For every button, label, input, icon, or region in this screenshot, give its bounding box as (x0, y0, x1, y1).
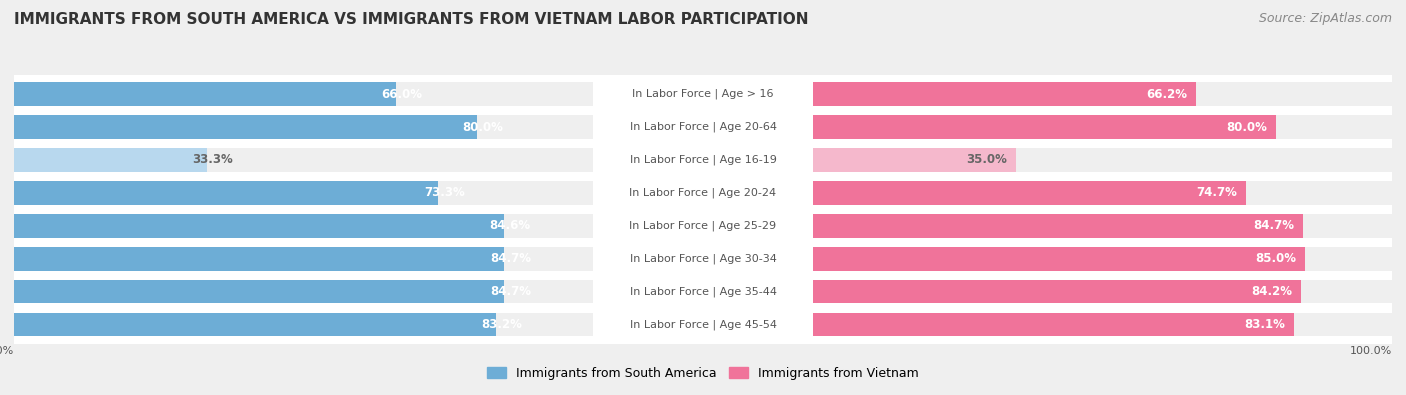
Bar (593, 108, 813, 146)
Text: In Labor Force | Age 45-54: In Labor Force | Age 45-54 (630, 319, 776, 330)
Bar (14, 313, 593, 337)
Bar (14, 82, 396, 106)
Text: Source: ZipAtlas.com: Source: ZipAtlas.com (1258, 12, 1392, 25)
Bar (14, 207, 593, 245)
Bar (593, 174, 813, 212)
Bar (593, 207, 813, 245)
Bar (813, 181, 1392, 205)
Bar (14, 181, 593, 205)
Bar (14, 280, 593, 303)
Bar (813, 273, 1392, 310)
Bar (813, 214, 1392, 238)
Bar (813, 75, 1392, 113)
Text: In Labor Force | Age 25-29: In Labor Force | Age 25-29 (630, 220, 776, 231)
Text: 33.3%: 33.3% (193, 154, 233, 166)
Text: In Labor Force | Age 16-19: In Labor Force | Age 16-19 (630, 155, 776, 165)
Bar (14, 214, 503, 238)
Text: In Labor Force | Age 20-24: In Labor Force | Age 20-24 (630, 188, 776, 198)
Bar (593, 75, 813, 113)
Text: IMMIGRANTS FROM SOUTH AMERICA VS IMMIGRANTS FROM VIETNAM LABOR PARTICIPATION: IMMIGRANTS FROM SOUTH AMERICA VS IMMIGRA… (14, 12, 808, 27)
Text: 84.7%: 84.7% (489, 252, 530, 265)
Bar (14, 148, 593, 172)
Text: In Labor Force | Age 35-44: In Labor Force | Age 35-44 (630, 286, 776, 297)
Text: 84.2%: 84.2% (1251, 285, 1292, 298)
Bar (813, 82, 1197, 106)
Bar (813, 247, 1392, 271)
Bar (813, 108, 1392, 146)
Bar (14, 115, 477, 139)
Bar (813, 115, 1277, 139)
Bar (813, 115, 1392, 139)
Bar (14, 174, 593, 212)
Text: 100.0%: 100.0% (1350, 346, 1392, 356)
Text: 100.0%: 100.0% (0, 346, 14, 356)
Bar (593, 141, 813, 179)
Bar (813, 280, 1301, 303)
Bar (14, 75, 593, 113)
Bar (813, 82, 1392, 106)
Text: 35.0%: 35.0% (966, 154, 1007, 166)
Bar (813, 313, 1392, 337)
Text: 83.1%: 83.1% (1244, 318, 1285, 331)
Bar (813, 148, 1015, 172)
Text: 73.3%: 73.3% (423, 186, 464, 199)
Bar (593, 306, 813, 344)
Bar (813, 240, 1392, 278)
Bar (14, 280, 505, 303)
Bar (14, 82, 593, 106)
Bar (813, 306, 1392, 344)
Text: 84.7%: 84.7% (1254, 219, 1295, 232)
Text: 83.2%: 83.2% (481, 318, 522, 331)
Text: 84.6%: 84.6% (489, 219, 530, 232)
Bar (14, 214, 593, 238)
Bar (14, 306, 593, 344)
Bar (813, 174, 1392, 212)
Text: In Labor Force | Age 30-34: In Labor Force | Age 30-34 (630, 254, 776, 264)
Bar (14, 108, 593, 146)
Bar (14, 181, 439, 205)
Bar (813, 181, 1246, 205)
Legend: Immigrants from South America, Immigrants from Vietnam: Immigrants from South America, Immigrant… (482, 362, 924, 385)
Text: 84.7%: 84.7% (489, 285, 530, 298)
Bar (14, 141, 593, 179)
Bar (14, 240, 593, 278)
Bar (813, 313, 1294, 337)
Text: 66.2%: 66.2% (1147, 88, 1188, 101)
Text: 80.0%: 80.0% (1226, 120, 1268, 134)
Text: In Labor Force | Age > 16: In Labor Force | Age > 16 (633, 89, 773, 100)
Bar (14, 247, 505, 271)
Bar (14, 273, 593, 310)
Bar (813, 214, 1303, 238)
Bar (813, 141, 1392, 179)
Bar (813, 148, 1392, 172)
Bar (14, 247, 593, 271)
Bar (14, 115, 593, 139)
Bar (813, 247, 1305, 271)
Text: 66.0%: 66.0% (381, 88, 423, 101)
Bar (813, 280, 1392, 303)
Bar (593, 273, 813, 310)
Bar (593, 240, 813, 278)
Bar (14, 313, 495, 337)
Text: 74.7%: 74.7% (1197, 186, 1237, 199)
Text: 85.0%: 85.0% (1256, 252, 1296, 265)
Bar (813, 207, 1392, 245)
Text: In Labor Force | Age 20-64: In Labor Force | Age 20-64 (630, 122, 776, 132)
Bar (14, 148, 207, 172)
Text: 80.0%: 80.0% (463, 120, 503, 134)
